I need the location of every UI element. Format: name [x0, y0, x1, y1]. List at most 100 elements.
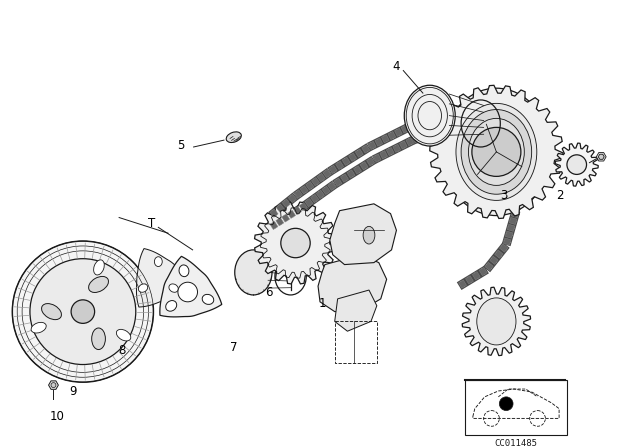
- Polygon shape: [420, 133, 427, 140]
- Text: 6: 6: [266, 285, 273, 298]
- Polygon shape: [255, 202, 337, 284]
- Polygon shape: [270, 221, 278, 229]
- Circle shape: [71, 300, 95, 323]
- Circle shape: [472, 127, 521, 177]
- Polygon shape: [598, 154, 604, 159]
- Polygon shape: [399, 141, 407, 149]
- Polygon shape: [380, 151, 388, 159]
- Polygon shape: [477, 143, 485, 152]
- Polygon shape: [429, 85, 563, 219]
- Polygon shape: [394, 128, 403, 136]
- Polygon shape: [317, 173, 325, 182]
- Polygon shape: [508, 182, 515, 188]
- Ellipse shape: [226, 132, 241, 142]
- Polygon shape: [401, 125, 409, 133]
- Text: 9: 9: [69, 385, 77, 398]
- Polygon shape: [508, 224, 515, 231]
- Ellipse shape: [456, 103, 537, 200]
- Polygon shape: [556, 143, 598, 186]
- Ellipse shape: [154, 257, 162, 267]
- Polygon shape: [289, 194, 296, 202]
- Polygon shape: [369, 141, 376, 149]
- Polygon shape: [509, 189, 516, 195]
- Text: 5: 5: [177, 138, 184, 151]
- Polygon shape: [596, 152, 606, 161]
- Ellipse shape: [116, 329, 131, 341]
- Polygon shape: [367, 158, 374, 166]
- Polygon shape: [387, 147, 394, 155]
- Polygon shape: [282, 214, 290, 222]
- Polygon shape: [294, 207, 301, 215]
- Circle shape: [12, 241, 154, 382]
- Polygon shape: [381, 135, 389, 143]
- Polygon shape: [471, 140, 479, 148]
- Polygon shape: [375, 138, 383, 146]
- Ellipse shape: [166, 301, 177, 311]
- Polygon shape: [447, 125, 454, 134]
- Text: T: T: [148, 217, 155, 230]
- Polygon shape: [316, 190, 324, 198]
- Text: 3: 3: [500, 190, 508, 202]
- Ellipse shape: [442, 88, 550, 215]
- Polygon shape: [160, 256, 222, 317]
- Ellipse shape: [468, 118, 524, 185]
- Polygon shape: [415, 120, 422, 128]
- Text: 2: 2: [556, 190, 564, 202]
- Polygon shape: [465, 276, 474, 284]
- Polygon shape: [270, 209, 278, 217]
- Circle shape: [499, 397, 513, 410]
- Circle shape: [484, 310, 508, 333]
- Polygon shape: [276, 218, 284, 226]
- Circle shape: [178, 282, 198, 302]
- Polygon shape: [136, 249, 192, 307]
- Text: 7: 7: [230, 341, 237, 354]
- Polygon shape: [300, 202, 307, 211]
- Polygon shape: [413, 135, 420, 143]
- Polygon shape: [328, 182, 336, 190]
- Polygon shape: [373, 154, 381, 162]
- Polygon shape: [353, 166, 362, 174]
- Ellipse shape: [92, 328, 106, 349]
- Polygon shape: [406, 138, 413, 146]
- Text: 1: 1: [318, 297, 326, 310]
- Polygon shape: [323, 169, 331, 178]
- Polygon shape: [306, 181, 314, 190]
- Polygon shape: [335, 161, 344, 169]
- Text: 10: 10: [50, 410, 65, 423]
- Polygon shape: [452, 129, 461, 137]
- Ellipse shape: [31, 323, 46, 333]
- Ellipse shape: [235, 250, 272, 295]
- Polygon shape: [462, 287, 531, 356]
- FancyBboxPatch shape: [465, 380, 568, 435]
- Polygon shape: [483, 147, 491, 155]
- Polygon shape: [504, 238, 511, 245]
- Polygon shape: [490, 256, 498, 264]
- Ellipse shape: [88, 276, 109, 293]
- Polygon shape: [360, 162, 368, 170]
- Polygon shape: [479, 267, 487, 276]
- Polygon shape: [49, 381, 58, 389]
- Ellipse shape: [179, 265, 189, 276]
- Polygon shape: [362, 145, 370, 153]
- Polygon shape: [494, 156, 502, 164]
- Polygon shape: [294, 190, 303, 198]
- Polygon shape: [329, 165, 337, 173]
- Polygon shape: [388, 132, 396, 140]
- Ellipse shape: [477, 298, 516, 345]
- Polygon shape: [330, 204, 396, 265]
- Polygon shape: [318, 255, 387, 312]
- Polygon shape: [509, 217, 517, 224]
- Ellipse shape: [138, 284, 148, 292]
- Polygon shape: [502, 168, 509, 176]
- Polygon shape: [490, 151, 497, 159]
- Polygon shape: [322, 186, 330, 194]
- Polygon shape: [440, 125, 447, 133]
- Text: 8: 8: [118, 345, 125, 358]
- Polygon shape: [465, 136, 473, 144]
- Polygon shape: [287, 210, 296, 219]
- Ellipse shape: [404, 85, 455, 146]
- Polygon shape: [342, 157, 350, 165]
- Ellipse shape: [93, 260, 104, 275]
- Circle shape: [30, 258, 136, 365]
- Polygon shape: [506, 231, 513, 238]
